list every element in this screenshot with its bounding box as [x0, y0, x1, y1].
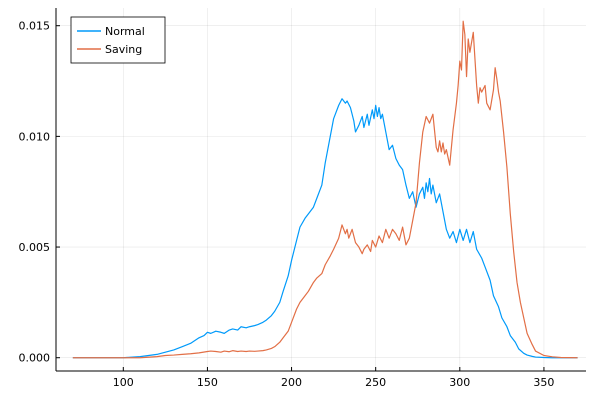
legend: Normal Saving: [70, 16, 166, 64]
axes: [55, 8, 586, 372]
x-grid: [123, 8, 545, 371]
legend-label-saving: Saving: [105, 43, 142, 56]
y-tick-group: 0.000 0.005 0.010 0.015: [19, 20, 60, 365]
y-tick-label: 0.005: [19, 241, 51, 254]
y-tick-label: 0.015: [19, 20, 51, 33]
x-tick-label: 250: [365, 376, 386, 389]
x-tick-label: 150: [197, 376, 218, 389]
x-tick-label: 350: [533, 376, 554, 389]
y-tick-label: 0.000: [19, 352, 51, 365]
y-grid: [56, 25, 586, 359]
legend-box: [70, 16, 166, 64]
series-group: [72, 20, 578, 359]
x-tick-label: 200: [281, 376, 302, 389]
legend-label-normal: Normal: [105, 25, 145, 38]
y-tick-label: 0.010: [19, 130, 51, 143]
series-line-normal: [72, 98, 578, 359]
x-tick-label: 300: [449, 376, 470, 389]
x-tick-label: 100: [113, 376, 134, 389]
series-line-saving: [72, 20, 578, 359]
x-tick-group: 100 150 200 250 300 350: [113, 367, 554, 389]
